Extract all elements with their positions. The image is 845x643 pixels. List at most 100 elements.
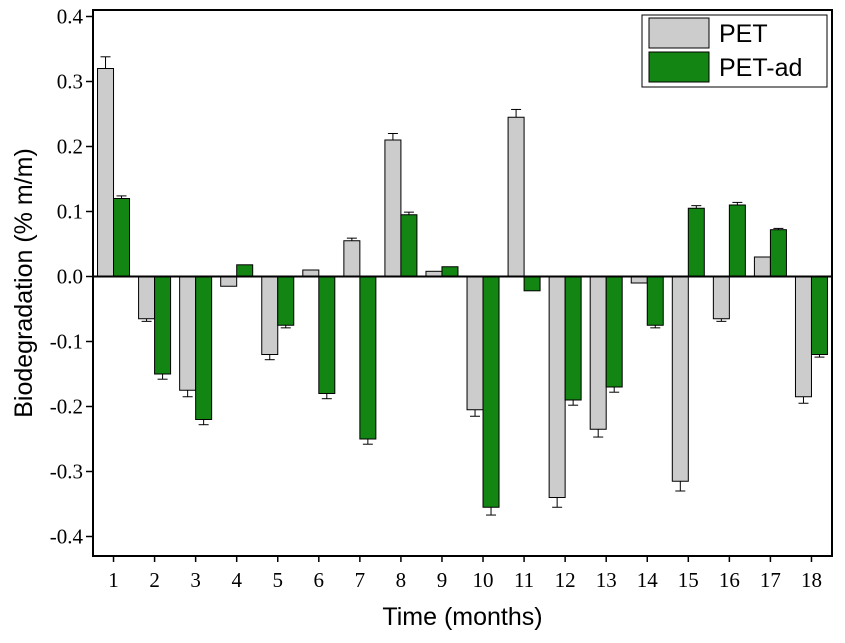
y-axis-title: Biodegradation (% m/m) [10,148,38,418]
bar-pet-month-16 [712,276,730,320]
y-tick-label: 0.2 [57,135,83,159]
bar-pet-ad-month-1 [113,198,131,277]
bar-pet-month-2 [138,276,156,320]
error-bar-pet-ad-month-17 [773,227,784,230]
error-bar-pet-ad-month-1 [116,195,127,199]
error-bar-pet-month-10 [470,409,481,417]
x-tick-label: 1 [108,568,119,592]
y-tick-label: -0.3 [50,460,83,484]
error-bar-pet-ad-month-7 [362,439,373,445]
error-bar-pet-ad-month-13 [609,387,620,393]
y-tick-label: 0.1 [57,200,83,224]
x-tick-label: 6 [314,568,325,592]
legend-label-pet-ad: PET-ad [719,54,802,82]
bar-pet-ad-month-15 [687,207,705,277]
error-bar-pet-ad-month-6 [321,393,332,400]
bar-pet-month-12 [548,276,566,498]
x-tick-label: 16 [719,568,740,592]
bar-pet-month-5 [261,276,279,355]
y-tick-label: -0.4 [50,525,84,549]
legend: PET PET-ad [641,14,828,88]
bar-pet-ad-month-3 [195,276,213,420]
legend-swatch-pet [648,17,710,49]
bar-pet-ad-month-18 [810,276,828,355]
y-tick-label: -0.1 [50,330,83,354]
bars-layer [97,56,828,516]
bar-pet-month-1 [97,68,115,277]
bar-pet-ad-month-2 [154,276,172,375]
bar-pet-month-8 [384,139,402,277]
bar-pet-ad-month-12 [564,276,582,401]
error-bar-pet-month-3 [182,390,193,398]
y-tick-label: 0.4 [57,5,84,29]
x-tick-label: 17 [760,568,781,592]
x-tick-label: 8 [396,568,407,592]
bar-pet-month-17 [753,256,771,277]
bar-pet-month-13 [589,276,607,430]
plot-frame [92,9,833,557]
bar-pet-month-7 [343,240,361,277]
x-axis-title: Time (months) [382,603,542,631]
bar-pet-ad-month-13 [605,276,623,388]
error-bar-pet-ad-month-5 [280,325,291,329]
x-tick-label: 7 [355,568,366,592]
y-tick-label: 0.0 [57,265,83,289]
error-bar-pet-ad-month-8 [403,211,414,215]
y-tick-label: 0.3 [57,70,83,94]
x-tick-label: 15 [678,568,699,592]
bar-pet-month-3 [179,276,197,391]
x-tick-label: 10 [473,568,494,592]
x-tick-label: 5 [273,568,284,592]
error-bar-pet-month-18 [798,396,809,404]
y-tick-label: -0.2 [50,395,83,419]
error-bar-pet-month-2 [141,318,152,322]
error-bar-pet-month-8 [387,133,398,140]
error-bar-pet-month-7 [346,237,357,241]
x-tick-label: 3 [190,568,201,592]
error-bar-pet-ad-month-14 [650,325,661,329]
error-bar-pet-ad-month-10 [486,507,497,516]
x-tick-label: 14 [637,568,659,592]
x-tick-label: 9 [437,568,448,592]
bar-pet-ad-month-11 [523,276,541,292]
bar-pet-ad-month-16 [728,204,746,277]
error-bar-pet-month-16 [716,318,727,322]
bar-pet-ad-month-5 [277,276,295,326]
bar-pet-ad-month-4 [236,264,254,277]
bar-pet-ad-month-9 [441,266,459,277]
error-bar-pet-ad-month-3 [198,419,209,426]
bar-pet-ad-month-7 [359,276,377,440]
legend-label-pet: PET [719,20,768,48]
error-bar-pet-ad-month-2 [157,374,168,380]
x-tick-label: 12 [555,568,576,592]
bar-pet-month-18 [794,276,812,398]
bar-pet-ad-month-6 [318,276,336,394]
x-tick-label: 4 [231,568,242,592]
error-bar-pet-ad-month-15 [691,205,702,209]
error-bar-pet-month-15 [675,481,686,492]
error-bar-pet-month-11 [511,108,522,118]
x-axis: 1 2 3 4 5 6 7 8 9 10 11 12 13 14 15 16 17 18 [108,556,822,592]
error-bar-pet-ad-month-16 [732,201,743,205]
legend-swatch-pet-ad [648,51,710,83]
bar-pet-month-15 [671,276,689,482]
error-bar-pet-month-5 [264,354,275,361]
y-axis: 0.4 0.3 0.2 0.1 0.0 -0.1 -0.2 -0.3 -0.4 [50,5,93,549]
bar-pet-ad-month-14 [646,276,664,326]
x-tick-label: 18 [801,568,822,592]
bar-pet-month-10 [466,276,484,411]
bar-pet-month-4 [220,276,238,287]
x-tick-label: 11 [514,568,534,592]
error-bar-pet-month-1 [100,56,111,69]
error-bar-pet-month-13 [593,429,604,438]
error-bar-pet-ad-month-12 [568,400,579,406]
x-tick-label: 13 [596,568,617,592]
bar-pet-ad-month-8 [400,214,418,277]
x-tick-label: 2 [149,568,160,592]
error-bar-pet-ad-month-18 [814,354,825,358]
bar-pet-month-11 [507,116,525,277]
error-bar-pet-month-12 [552,497,563,508]
bar-pet-ad-month-17 [769,229,787,277]
bar-pet-ad-month-10 [482,276,500,508]
